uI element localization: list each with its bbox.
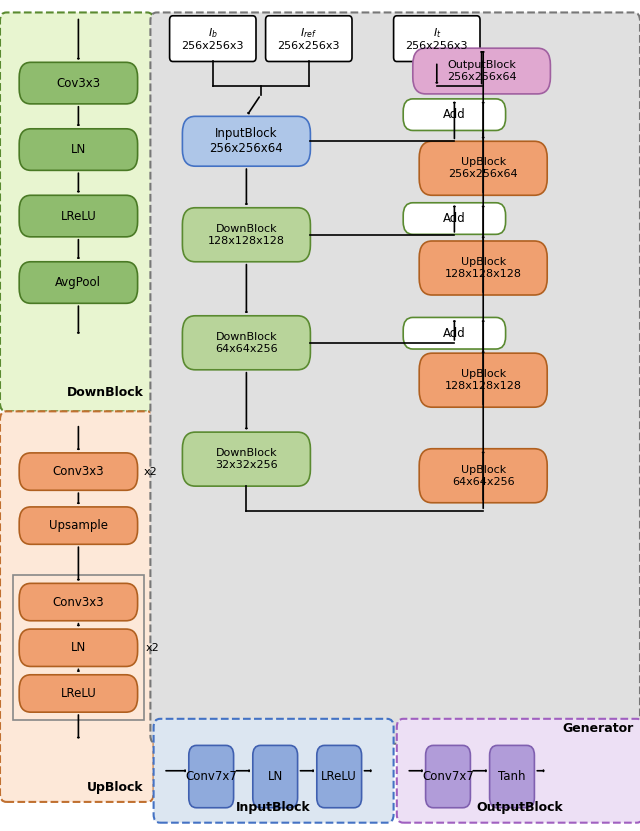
Text: $I_{ref}$
256x256x3: $I_{ref}$ 256x256x3 bbox=[278, 26, 340, 52]
FancyBboxPatch shape bbox=[403, 203, 506, 234]
FancyBboxPatch shape bbox=[419, 241, 547, 295]
Text: UpBlock
128x128x128: UpBlock 128x128x128 bbox=[445, 258, 522, 278]
FancyBboxPatch shape bbox=[419, 449, 547, 503]
FancyBboxPatch shape bbox=[19, 675, 138, 712]
Text: x2: x2 bbox=[144, 466, 157, 477]
FancyBboxPatch shape bbox=[19, 129, 138, 170]
Text: LReLU: LReLU bbox=[321, 770, 357, 783]
Text: LReLU: LReLU bbox=[61, 209, 96, 223]
Text: UpBlock
256x256x64: UpBlock 256x256x64 bbox=[449, 158, 518, 179]
FancyBboxPatch shape bbox=[19, 262, 138, 303]
FancyBboxPatch shape bbox=[182, 116, 310, 166]
FancyBboxPatch shape bbox=[19, 62, 138, 104]
FancyBboxPatch shape bbox=[419, 353, 547, 407]
Text: Conv7x7: Conv7x7 bbox=[185, 770, 237, 783]
FancyBboxPatch shape bbox=[266, 16, 352, 61]
Text: x2: x2 bbox=[146, 642, 159, 653]
FancyBboxPatch shape bbox=[182, 432, 310, 486]
Text: Add: Add bbox=[443, 212, 466, 225]
Text: Tanh: Tanh bbox=[499, 770, 525, 783]
FancyBboxPatch shape bbox=[317, 745, 362, 808]
FancyBboxPatch shape bbox=[19, 629, 138, 666]
Text: Conv3x3: Conv3x3 bbox=[52, 596, 104, 608]
Text: DownBlock
32x32x256: DownBlock 32x32x256 bbox=[215, 449, 278, 470]
FancyBboxPatch shape bbox=[0, 12, 154, 411]
Text: LN: LN bbox=[71, 642, 86, 654]
FancyBboxPatch shape bbox=[413, 48, 550, 94]
Text: UpBlock
128x128x128: UpBlock 128x128x128 bbox=[445, 370, 522, 391]
Text: Add: Add bbox=[443, 108, 466, 121]
FancyBboxPatch shape bbox=[0, 411, 154, 802]
Text: LN: LN bbox=[268, 770, 283, 783]
Text: Generator: Generator bbox=[563, 722, 634, 735]
Text: InputBlock: InputBlock bbox=[236, 801, 311, 814]
Text: OutputBlock: OutputBlock bbox=[477, 801, 563, 814]
FancyBboxPatch shape bbox=[19, 453, 138, 490]
FancyBboxPatch shape bbox=[189, 745, 234, 808]
Text: DownBlock
64x64x256: DownBlock 64x64x256 bbox=[215, 332, 278, 353]
FancyBboxPatch shape bbox=[426, 745, 470, 808]
Text: UpBlock: UpBlock bbox=[88, 780, 144, 794]
FancyBboxPatch shape bbox=[182, 316, 310, 370]
FancyBboxPatch shape bbox=[182, 208, 310, 262]
Text: $I_b$
256x256x3: $I_b$ 256x256x3 bbox=[182, 26, 244, 52]
FancyBboxPatch shape bbox=[19, 507, 138, 544]
Text: InputBlock
256x256x64: InputBlock 256x256x64 bbox=[209, 127, 284, 155]
Text: Conv3x3: Conv3x3 bbox=[52, 465, 104, 478]
Text: Add: Add bbox=[443, 327, 466, 340]
FancyBboxPatch shape bbox=[397, 719, 640, 823]
FancyBboxPatch shape bbox=[19, 195, 138, 237]
Text: Conv7x7: Conv7x7 bbox=[422, 770, 474, 783]
Text: Upsample: Upsample bbox=[49, 519, 108, 532]
FancyBboxPatch shape bbox=[253, 745, 298, 808]
Text: Cov3x3: Cov3x3 bbox=[56, 76, 100, 90]
FancyBboxPatch shape bbox=[154, 719, 394, 823]
FancyBboxPatch shape bbox=[150, 12, 640, 744]
Text: DownBlock
128x128x128: DownBlock 128x128x128 bbox=[208, 224, 285, 245]
FancyBboxPatch shape bbox=[170, 16, 256, 61]
Text: AvgPool: AvgPool bbox=[56, 276, 101, 289]
FancyBboxPatch shape bbox=[490, 745, 534, 808]
Text: LN: LN bbox=[71, 143, 86, 156]
Text: OutputBlock
256x256x64: OutputBlock 256x256x64 bbox=[447, 61, 516, 81]
FancyBboxPatch shape bbox=[394, 16, 480, 61]
Text: $I_t$
256x256x3: $I_t$ 256x256x3 bbox=[406, 26, 468, 52]
FancyBboxPatch shape bbox=[419, 141, 547, 195]
Text: UpBlock
64x64x256: UpBlock 64x64x256 bbox=[452, 465, 515, 486]
Text: LReLU: LReLU bbox=[61, 687, 96, 700]
FancyBboxPatch shape bbox=[403, 99, 506, 130]
Text: DownBlock: DownBlock bbox=[67, 386, 144, 399]
FancyBboxPatch shape bbox=[19, 583, 138, 621]
FancyBboxPatch shape bbox=[403, 317, 506, 349]
Bar bbox=[13, 575, 144, 720]
